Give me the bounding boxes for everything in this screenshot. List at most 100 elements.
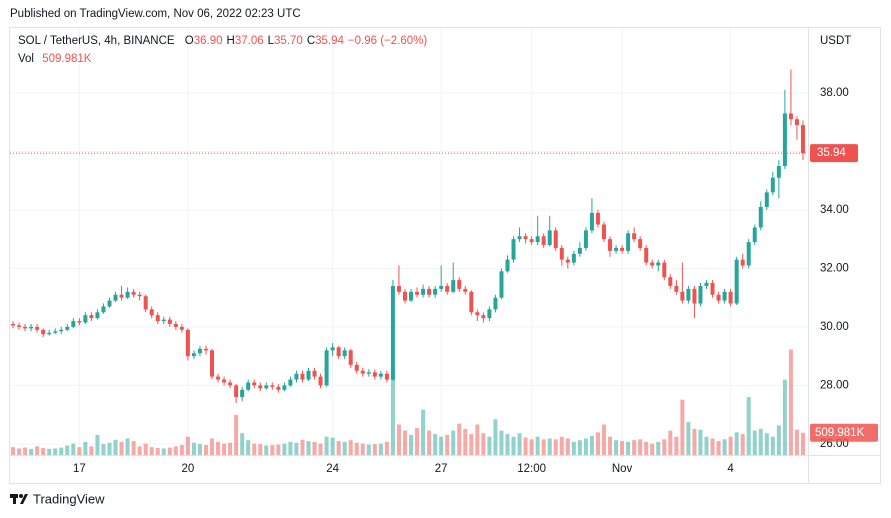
candle-body [300,373,305,380]
candle-body [402,291,407,301]
candle-body [415,291,420,295]
candle-body [216,376,221,380]
volume-bar [716,441,721,455]
volume-bar [710,438,715,455]
candle-body [185,329,190,357]
volume-bar [547,438,552,455]
candle-body [324,350,329,386]
candle-body [463,288,468,292]
candle-body [372,372,377,377]
candle-body [107,300,112,307]
candle-body [125,291,130,298]
candle-body [95,312,100,319]
volume-bar [101,444,106,455]
last-price-box [810,144,858,163]
volume-bar [402,430,407,455]
candle-body [445,285,450,292]
candle-body [83,315,88,323]
volume-bar [53,448,58,455]
volume-bar [29,448,34,455]
volume-bar [107,442,112,455]
volume-bar [445,434,450,455]
volume-bar [41,448,46,455]
x-tick-label: 27 [435,463,448,475]
volume-bar [505,434,510,455]
candle-body [571,253,576,263]
candle-body [710,283,715,295]
grid [10,28,808,455]
candle-body [390,285,395,380]
volume-bar [644,441,649,455]
volume-bar [752,430,757,455]
candle-body [511,239,516,260]
volume-bar [788,349,793,455]
volume-bar [246,440,251,455]
volume-bar [354,442,359,455]
volume-bar [59,447,64,455]
candle-body [788,113,793,120]
candle-body [794,119,799,126]
candle-body [674,285,679,292]
volume-bar [252,443,257,455]
volume-bar [167,447,172,455]
candle-body [234,385,239,398]
candle-body [433,288,438,295]
volume-bar [203,444,208,455]
volume-bar [571,441,576,455]
volume-bar [234,414,239,455]
candle-body [252,382,257,386]
candle-body [282,385,287,390]
candle-body [276,386,281,390]
volume-bar [77,447,82,455]
brand-name: TradingView [33,491,105,506]
volume-bar [595,432,600,455]
candle-body [469,291,474,313]
volume-bar [487,436,492,455]
volume-bar [469,434,474,455]
x-tick-label: 20 [181,463,194,475]
last-price-label: 35.94 [817,147,846,159]
candle-body [716,294,721,301]
volume-bar [149,447,154,455]
y-tick-label: 28.00 [820,379,849,391]
x-tick-label: Nov [612,463,633,475]
volume-bar [800,432,805,455]
x-tick-label: 12:00 [517,463,546,475]
volume-bar [517,433,522,455]
volume-bars [11,349,805,455]
volume-bar [95,434,100,455]
volume-bar [409,434,414,455]
candle-body [734,259,739,304]
volume-bar [390,374,395,455]
volume-bar [197,444,202,455]
candle-body [330,347,335,351]
volume-bar [734,432,739,455]
volume-bar [155,448,160,455]
volume-bar [680,399,685,455]
volume-bar [276,444,281,455]
candle-body [342,350,347,357]
candle-body [228,382,233,386]
volume-bar [11,447,16,455]
candle-body [384,373,389,380]
volume-bar [638,439,643,455]
volume-bar [589,435,594,455]
candle-body [589,212,594,231]
volume-axis-label: 509.981K [815,427,865,439]
volume-bar [662,439,667,455]
candle-body [113,294,118,301]
volume-bar [746,397,751,455]
volume-bar [264,445,269,455]
candle-body [481,315,486,319]
legend-ohlc: SOL / TetherUS, 4h, BINANCE O36.90 H37.06… [18,35,427,47]
candle-body [53,331,58,333]
volume-bar [216,441,221,455]
volume-bar [210,438,215,455]
volume-bar [17,448,22,455]
published-note: Published on TradingView.com, Nov 06, 20… [10,8,301,20]
candle-body [565,259,570,263]
candle-body [246,382,251,390]
volume-bar [481,433,486,455]
volume-bar [240,433,245,455]
